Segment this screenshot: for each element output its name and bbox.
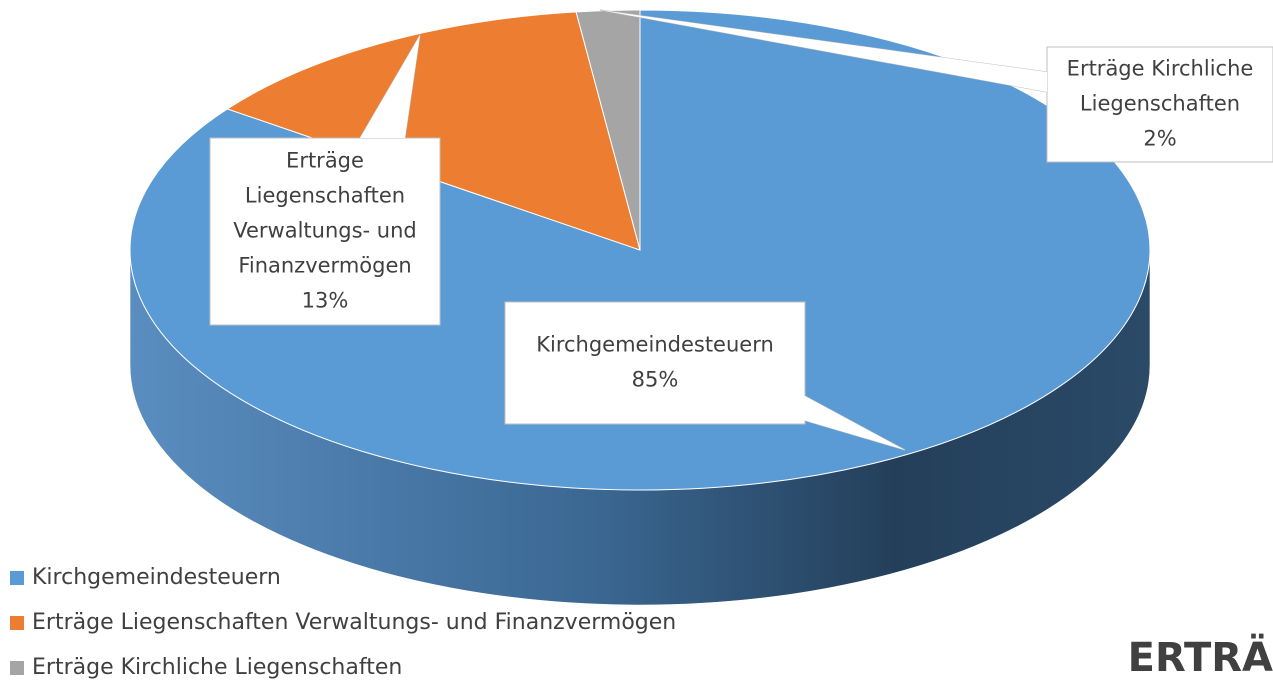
pie-slice: [129, 9, 1151, 491]
legend: Kirchgemeindesteuern Erträge Liegenschaft…: [10, 565, 676, 680]
data-labels: Kirchgemeindesteuern 85% Erträge Liegenscha…: [209, 9, 1273, 451]
label-pointer-cover: [600, 10, 1047, 92]
label-category: Kirchgemeindesteuern: [536, 333, 774, 357]
legend-label: Erträge Kirchliche Liegenschaften: [32, 655, 402, 680]
label-box: [1046, 46, 1273, 163]
pie-slice: [226, 11, 641, 251]
chart-title: ERTRÄ: [1128, 633, 1273, 681]
label-pointer-cover: [360, 35, 420, 138]
pie: [129, 9, 1151, 606]
label-box: [209, 137, 441, 326]
label-box: [504, 301, 806, 425]
label-pointer-cover: [803, 395, 905, 450]
label-value: 13%: [302, 289, 349, 313]
label-category: Erträge Kirchliche Liegenschaften: [1067, 57, 1254, 116]
legend-swatch: [10, 661, 24, 675]
legend-label: Kirchgemeindesteuern: [32, 565, 281, 590]
pie-slice: [575, 9, 641, 251]
label-category: Erträge Liegenschaften Verwaltungs- und Fin…: [233, 149, 417, 278]
legend-swatch: [10, 571, 24, 585]
legend-label: Erträge Liegenschaften Verwaltungs- und …: [32, 610, 676, 635]
label-value: 2%: [1143, 127, 1176, 151]
legend-swatch: [10, 616, 24, 630]
label-value: 85%: [632, 368, 679, 392]
